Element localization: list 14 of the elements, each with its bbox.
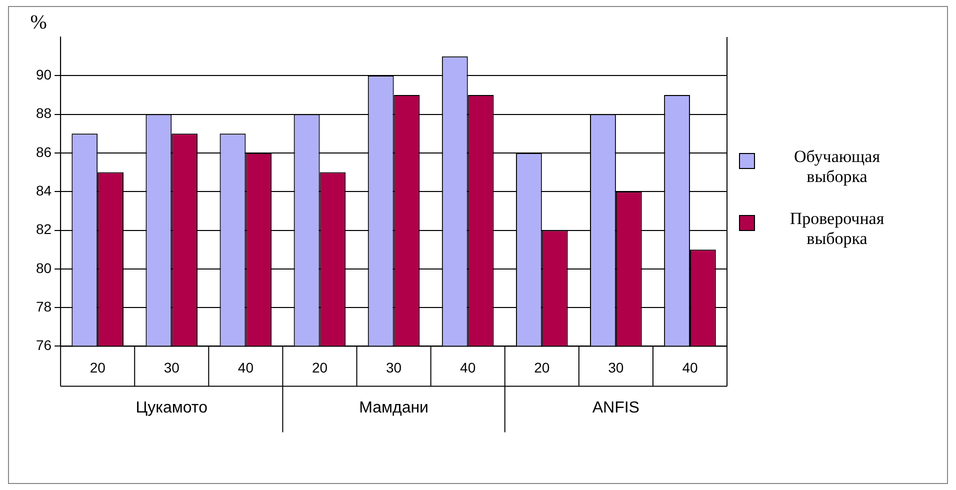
y-tick-label: 76	[36, 337, 52, 354]
legend-label: Проверочная выборка	[788, 209, 886, 249]
y-tick-label: 80	[36, 260, 52, 276]
y-tick-label: 86	[36, 144, 52, 160]
text: Цукамото	[136, 400, 208, 417]
y-axis-title: %	[30, 11, 47, 34]
y-tick-label: 82	[36, 221, 52, 238]
y-tick-label: 84	[36, 182, 52, 198]
legend-label: Обучающая выборка	[792, 147, 882, 187]
text: ANFIS	[592, 400, 640, 417]
text: Мамдани	[359, 400, 428, 417]
y-tick-label: 90	[36, 66, 52, 83]
y-tick-label: 78	[36, 298, 52, 314]
y-tick-label: 88	[36, 105, 52, 122]
